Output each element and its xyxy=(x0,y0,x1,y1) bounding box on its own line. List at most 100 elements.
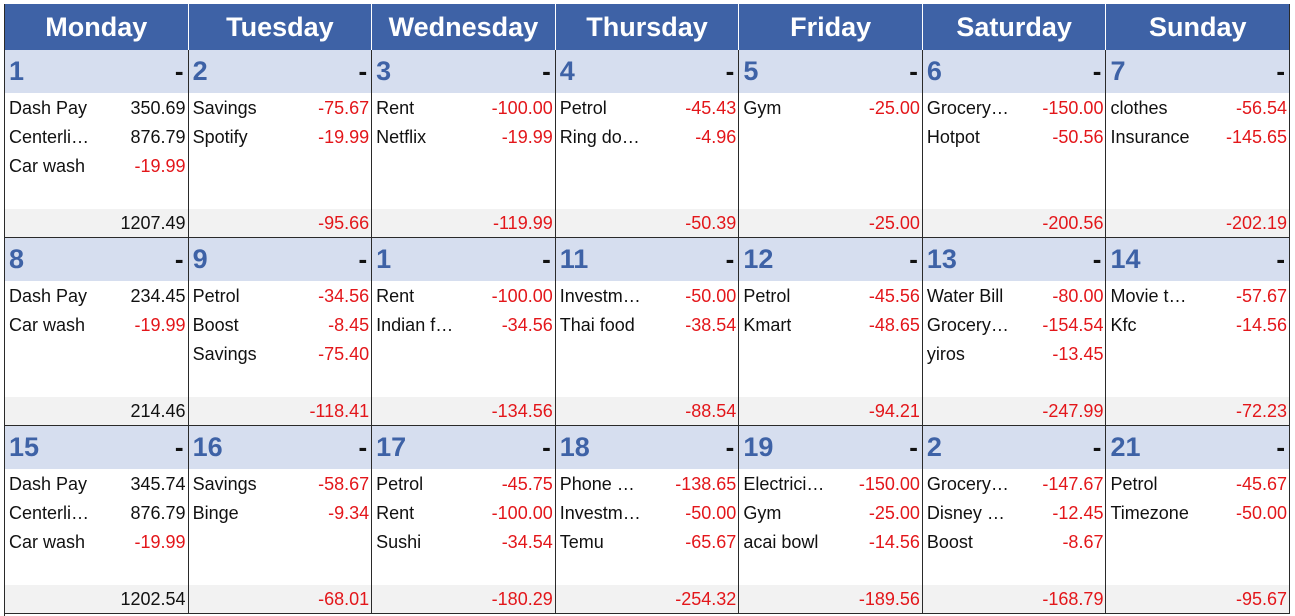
entry-row[interactable]: Binge -9.34 xyxy=(189,499,372,528)
entry-label: Sushi xyxy=(376,532,422,552)
entry-row[interactable]: Dash Pay 350.69 xyxy=(5,94,188,123)
entry-amount: -9.34 xyxy=(328,503,370,523)
entry-row[interactable]: Savings -75.67 xyxy=(189,94,372,123)
entry-row[interactable]: Grocery… -154.54 xyxy=(923,311,1106,340)
entry-row[interactable]: Phone … -138.65 xyxy=(556,470,739,499)
entry-row[interactable]: Hotpot -50.56 xyxy=(923,123,1106,152)
day-cell[interactable]: 15 - Dash Pay 345.74 Centerli… 876.79 Car wash… xyxy=(5,426,189,614)
entry-row[interactable]: Boost -8.45 xyxy=(189,311,372,340)
entry-row[interactable]: Centerli… 876.79 xyxy=(5,123,188,152)
entry-row[interactable]: Savings -58.67 xyxy=(189,470,372,499)
entry-row[interactable]: Petrol -34.56 xyxy=(189,282,372,311)
entry-row[interactable]: Grocery… -147.67 xyxy=(923,470,1106,499)
date-dash: - xyxy=(1092,244,1102,274)
entry-row[interactable]: Netflix -19.99 xyxy=(372,123,555,152)
entry-row[interactable]: Kfc -14.56 xyxy=(1106,311,1289,340)
entry-row[interactable]: Gym -25.00 xyxy=(739,94,922,123)
day-cell[interactable]: 4- Petrol -45.43 Ring do… -4.96 -50.39 xyxy=(555,50,740,238)
entry-row[interactable]: Investm… -50.00 xyxy=(556,282,739,311)
day-cell[interactable]: 18 - Phone … -138.65 Investm… -50.00 Temu -65.6… xyxy=(555,426,740,614)
weekday-header-tuesday: Tuesday xyxy=(188,4,373,50)
entry-row[interactable]: Sushi -34.54 xyxy=(372,528,555,557)
entry-amount: -45.56 xyxy=(868,286,920,306)
entry-row[interactable]: Petrol -45.67 xyxy=(1106,470,1289,499)
day-cell[interactable]: 12 - Petrol -45.56 Kmart -48.65 -94.21 xyxy=(739,238,923,426)
entry-label: Rent xyxy=(376,98,415,118)
day-cell[interactable]: 11 - Investm… -50.00 Thai food -38.54 -88.54 xyxy=(555,238,740,426)
entry-row[interactable]: yiros -13.45 xyxy=(923,340,1106,369)
entry-row[interactable]: Car wash -19.99 xyxy=(5,528,188,557)
entry-row[interactable]: Petrol -45.43 xyxy=(556,94,739,123)
date-number: 2 xyxy=(192,56,208,86)
entry-row[interactable]: Water Bill -80.00 xyxy=(923,282,1106,311)
date-dash: - xyxy=(1092,56,1102,86)
entry-row[interactable]: clothes -56.54 xyxy=(1106,94,1289,123)
entry-row[interactable]: Investm… -50.00 xyxy=(556,499,739,528)
entry-amount: -13.45 xyxy=(1052,344,1104,364)
entry-label: Dash Pay xyxy=(9,98,88,118)
entry-row[interactable]: Ring do… -4.96 xyxy=(556,123,739,152)
entry-row[interactable]: Dash Pay 345.74 xyxy=(5,470,188,499)
day-total: -68.01 xyxy=(318,588,370,609)
date-number: 19 xyxy=(743,432,774,462)
entry-row[interactable]: Thai food -38.54 xyxy=(556,311,739,340)
entry-label: Phone … xyxy=(559,474,635,494)
entry-row[interactable]: Petrol -45.56 xyxy=(739,282,922,311)
day-cell[interactable]: 3- Rent -100.00 Netflix -19.99 -119.99 xyxy=(372,50,556,238)
entry-row[interactable]: Timezone -50.00 xyxy=(1106,499,1289,528)
entry-amount: -57.67 xyxy=(1236,286,1288,306)
date-dash: - xyxy=(174,56,184,86)
entry-row[interactable]: Insurance -145.65 xyxy=(1106,123,1289,152)
entry-amount: -19.99 xyxy=(134,532,186,552)
entry-label: Grocery… xyxy=(926,474,1009,494)
entry-row[interactable]: Electrici… -150.00 xyxy=(739,470,922,499)
entry-row[interactable]: Movie t… -57.67 xyxy=(1106,282,1289,311)
entry-row[interactable]: Spotify -19.99 xyxy=(189,123,372,152)
entry-row[interactable]: Boost -8.67 xyxy=(923,528,1106,557)
entry-label: Investm… xyxy=(559,503,641,523)
entry-row[interactable]: Rent -100.00 xyxy=(372,94,555,123)
entry-row[interactable]: acai bowl -14.56 xyxy=(739,528,922,557)
date-dash: - xyxy=(1092,432,1102,462)
entry-row[interactable]: Grocery… -150.00 xyxy=(923,94,1106,123)
day-cell[interactable]: 21 - Petrol -45.67 Timezone -50.00 -95.67 xyxy=(1106,426,1291,614)
day-cell[interactable]: 1- Rent -100.00 Indian f… -34.56 -134.56 xyxy=(372,238,556,426)
entry-row[interactable]: Indian f… -34.56 xyxy=(372,311,555,340)
day-cell[interactable]: 5- Gym -25.00 -25.00 xyxy=(739,50,923,238)
entry-amount: 345.74 xyxy=(130,474,186,494)
day-cell[interactable]: 13 - Water Bill -80.00 Grocery… -154.54 yiros -… xyxy=(922,238,1107,426)
entry-row[interactable]: Temu -65.67 xyxy=(556,528,739,557)
entry-amount: -45.43 xyxy=(685,98,737,118)
entry-row[interactable]: Centerli… 876.79 xyxy=(5,499,188,528)
day-cell[interactable]: 16 - Savings -58.67 Binge -9.34 -68.01 xyxy=(188,426,373,614)
date-dash: - xyxy=(725,432,735,462)
entry-label: yiros xyxy=(926,344,965,364)
day-cell[interactable]: 17 - Petrol -45.75 Rent -100.00 Sushi -34.54 -18… xyxy=(372,426,556,614)
day-cell[interactable]: 14 - Movie t… -57.67 Kfc -14.56 -72.23 xyxy=(1106,238,1291,426)
entry-row[interactable]: Savings -75.40 xyxy=(189,340,372,369)
day-cell[interactable]: 9- Petrol -34.56 Boost -8.45 Savings -75.40 -11… xyxy=(188,238,373,426)
entries-list: Grocery… -150.00 Hotpot -50.56 xyxy=(923,93,1106,209)
entry-row[interactable]: Kmart -48.65 xyxy=(739,311,922,340)
entry-row[interactable]: Rent -100.00 xyxy=(372,499,555,528)
day-cell[interactable]: 7- clothes -56.54 Insurance -145.65 -202.19 xyxy=(1106,50,1291,238)
day-cell[interactable]: 1- Dash Pay 350.69 Centerli… 876.79 Car wash -… xyxy=(5,50,189,238)
entries-list: Petrol -45.43 Ring do… -4.96 xyxy=(556,93,739,209)
entry-row[interactable]: Rent -100.00 xyxy=(372,282,555,311)
entry-row[interactable]: Petrol -45.75 xyxy=(372,470,555,499)
date-number: 9 xyxy=(192,244,208,274)
day-cell[interactable]: 19 - Electrici… -150.00 Gym -25.00 acai bowl -1… xyxy=(739,426,923,614)
entry-row[interactable]: Car wash -19.99 xyxy=(5,152,188,181)
entry-row[interactable]: Disney … -12.45 xyxy=(923,499,1106,528)
day-cell[interactable]: 8- Dash Pay 234.45 Car wash -19.99 214.46 xyxy=(5,238,189,426)
weekday-header-row: Monday Tuesday Wednesday Thursday Friday Satu… xyxy=(5,4,1291,50)
entry-label: Savings xyxy=(192,344,257,364)
day-cell[interactable]: 6- Grocery… -150.00 Hotpot -50.56 -200.56 xyxy=(922,50,1107,238)
day-cell[interactable]: 2- Grocery… -147.67 Disney … -12.45 Boost -8.6… xyxy=(922,426,1107,614)
entry-label: Hotpot xyxy=(926,127,980,147)
day-cell[interactable]: 2- Savings -75.67 Spotify -19.99 -95.66 xyxy=(188,50,373,238)
entry-row[interactable]: Dash Pay 234.45 xyxy=(5,282,188,311)
entry-row[interactable]: Car wash -19.99 xyxy=(5,311,188,340)
entry-row[interactable]: Gym -25.00 xyxy=(739,499,922,528)
date-dash: - xyxy=(358,432,368,462)
